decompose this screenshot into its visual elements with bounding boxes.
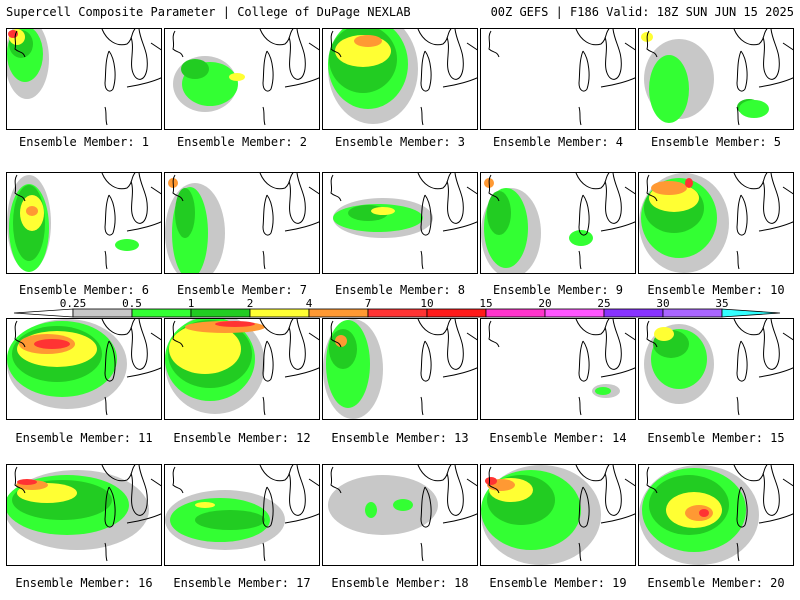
member-map-5 <box>638 28 794 130</box>
chart-title: Supercell Composite Parameter | College … <box>6 5 411 19</box>
colorbar-bin-1 <box>72 308 133 318</box>
colorbar-bin-4 <box>249 308 310 318</box>
member-map-13 <box>322 318 478 420</box>
colorbar-tick-label: 20 <box>538 297 551 310</box>
member-map-4 <box>480 28 636 130</box>
member-label-14: Ensemble Member: 14 <box>489 431 627 445</box>
member-label-10: Ensemble Member: 10 <box>647 283 785 297</box>
member-map-19 <box>480 464 636 566</box>
colorbar-tick-label: 0.5 <box>122 297 142 310</box>
member-label-11: Ensemble Member: 11 <box>15 431 153 445</box>
colorbar-bin-10 <box>603 308 664 318</box>
member-label-20: Ensemble Member: 20 <box>647 576 785 590</box>
member-map-10 <box>638 172 794 274</box>
member-map-14 <box>480 318 636 420</box>
member-map-12 <box>164 318 320 420</box>
member-map-18 <box>322 464 478 566</box>
colorbar-low-arrow <box>13 308 74 318</box>
colorbar-bin-11 <box>662 308 723 318</box>
member-map-16 <box>6 464 162 566</box>
colorbar-tick-label: 2 <box>247 297 254 310</box>
colorbar-tick-label: 25 <box>597 297 610 310</box>
colorbar-bin-7 <box>426 308 487 318</box>
member-label-8: Ensemble Member: 8 <box>334 283 466 297</box>
colorbar-bin-8 <box>485 308 546 318</box>
colorbar-tick-label: 30 <box>656 297 669 310</box>
member-map-17 <box>164 464 320 566</box>
member-label-13: Ensemble Member: 13 <box>331 431 469 445</box>
member-label-16: Ensemble Member: 16 <box>15 576 153 590</box>
colorbar-bin-3 <box>190 308 251 318</box>
member-label-18: Ensemble Member: 18 <box>331 576 469 590</box>
member-label-7: Ensemble Member: 7 <box>176 283 308 297</box>
member-label-5: Ensemble Member: 5 <box>650 135 782 149</box>
member-map-20 <box>638 464 794 566</box>
colorbar-tick-label: 15 <box>479 297 492 310</box>
member-label-17: Ensemble Member: 17 <box>173 576 311 590</box>
colorbar-bin-6 <box>367 308 428 318</box>
colorbar-bin-2 <box>131 308 192 318</box>
member-label-15: Ensemble Member: 15 <box>647 431 785 445</box>
member-map-3 <box>322 28 478 130</box>
member-map-1 <box>6 28 162 130</box>
colorbar-tick-label: 10 <box>420 297 433 310</box>
member-label-3: Ensemble Member: 3 <box>334 135 466 149</box>
colorbar-tick-label: 1 <box>188 297 195 310</box>
member-label-4: Ensemble Member: 4 <box>492 135 624 149</box>
member-label-2: Ensemble Member: 2 <box>176 135 308 149</box>
member-map-8 <box>322 172 478 274</box>
member-map-15 <box>638 318 794 420</box>
member-map-6 <box>6 172 162 274</box>
member-label-6: Ensemble Member: 6 <box>18 283 150 297</box>
member-label-9: Ensemble Member: 9 <box>492 283 624 297</box>
member-map-2 <box>164 28 320 130</box>
colorbar-bin-5 <box>308 308 369 318</box>
member-label-1: Ensemble Member: 1 <box>18 135 150 149</box>
colorbar-tick-label: 0.25 <box>60 297 87 310</box>
member-map-9 <box>480 172 636 274</box>
colorbar-tick-label: 4 <box>306 297 313 310</box>
member-label-12: Ensemble Member: 12 <box>173 431 311 445</box>
colorbar-tick-label: 7 <box>365 297 372 310</box>
colorbar-tick-label: 35 <box>715 297 728 310</box>
colorbar-high-arrow <box>721 308 781 318</box>
run-valid-time: 00Z GEFS | F186 Valid: 18Z SUN JUN 15 20… <box>490 5 794 19</box>
member-label-19: Ensemble Member: 19 <box>489 576 627 590</box>
color-scale-legend: 0.25 0.5 1 2 4 7 10 15 20 25 30 35 <box>13 297 781 318</box>
member-map-11 <box>6 318 162 420</box>
colorbar-bin-9 <box>544 308 605 318</box>
member-map-7 <box>164 172 320 274</box>
